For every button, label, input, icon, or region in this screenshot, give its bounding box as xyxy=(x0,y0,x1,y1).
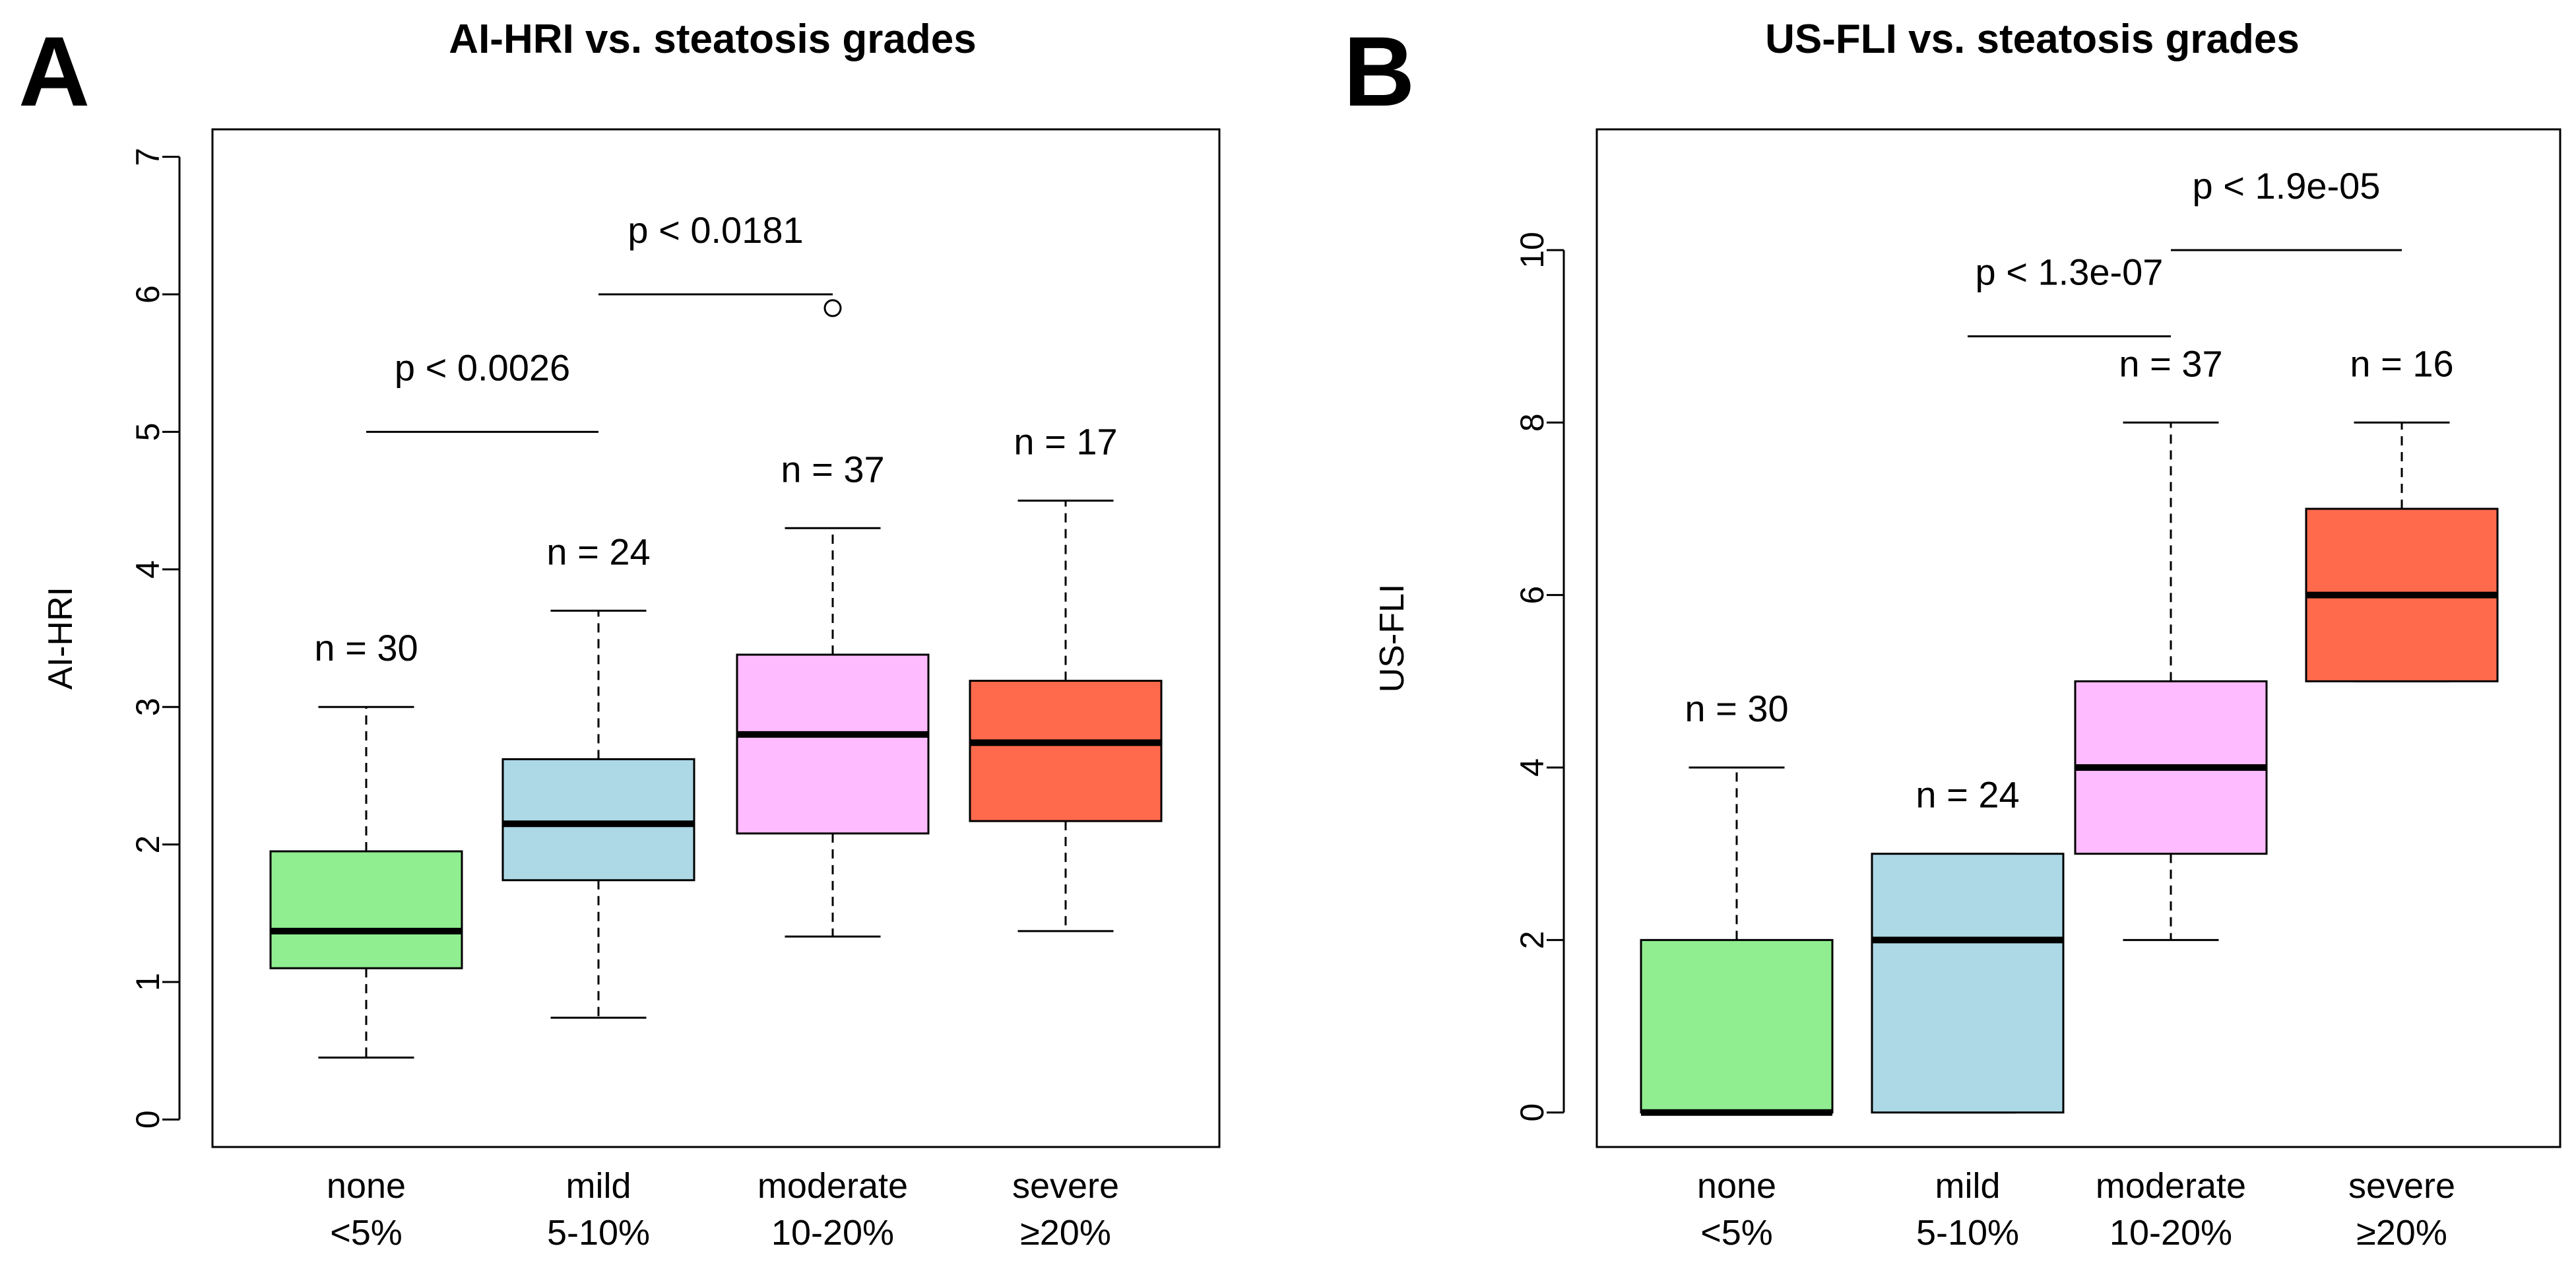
category-label: none xyxy=(1697,1166,1776,1206)
category-sublabel: ≥20% xyxy=(2356,1213,2447,1253)
chart-title: US-FLI vs. steatosis grades xyxy=(1765,16,2300,62)
outlier-point xyxy=(823,299,842,317)
box-plot-2: n = 37 xyxy=(736,299,930,938)
y-tick-label: 5 xyxy=(129,423,166,442)
category-label: moderate xyxy=(757,1166,908,1206)
y-tick-label: 4 xyxy=(1514,758,1551,777)
category-sublabel: <5% xyxy=(1700,1213,1773,1253)
y-tick-label: 10 xyxy=(1514,232,1551,269)
category-label: severe xyxy=(1012,1166,1119,1206)
sample-size-label: n = 30 xyxy=(1685,688,1788,729)
category-label: severe xyxy=(2348,1166,2455,1206)
category-label: moderate xyxy=(2096,1166,2246,1206)
category-sublabel: 5-10% xyxy=(547,1213,650,1253)
y-tick-label: 1 xyxy=(129,973,166,991)
y-tick-label: 6 xyxy=(1514,586,1551,605)
category-label: mild xyxy=(1935,1166,2000,1206)
box-plot-1: n = 24 xyxy=(1871,774,2065,1114)
y-tick-label: 0 xyxy=(129,1110,166,1129)
p-value-label: p < 1.9e-05 xyxy=(2193,165,2381,207)
sample-size-label: n = 30 xyxy=(314,627,418,669)
p-value-label: p < 0.0181 xyxy=(628,209,803,251)
box-iqr xyxy=(736,653,930,835)
sample-size-label: n = 24 xyxy=(1916,774,2019,816)
p-value-label: p < 0.0026 xyxy=(395,346,570,388)
sample-size-label: n = 37 xyxy=(2119,343,2222,384)
y-tick-label: 0 xyxy=(1514,1103,1551,1122)
category-sublabel: <5% xyxy=(330,1213,402,1253)
y-axis-label: AI-HRI xyxy=(42,587,80,690)
box-plot-0: n = 30 xyxy=(1640,688,1834,1116)
plot-frame xyxy=(211,128,1221,1148)
sample-size-label: n = 24 xyxy=(546,531,650,572)
y-tick-label: 2 xyxy=(129,835,166,854)
y-tick-label: 4 xyxy=(129,560,166,579)
category-sublabel: 10-20% xyxy=(771,1213,894,1253)
category-sublabel: 10-20% xyxy=(2109,1213,2232,1253)
box-iqr xyxy=(269,850,463,969)
category-label: mild xyxy=(565,1166,631,1206)
y-tick-label: 3 xyxy=(129,698,166,716)
panel-letter: A xyxy=(18,16,90,127)
sample-size-label: n = 37 xyxy=(781,448,884,490)
box-iqr xyxy=(1640,938,1834,1114)
y-tick-label: 2 xyxy=(1514,931,1551,949)
panel-letter: B xyxy=(1343,16,1415,127)
panel-b: B US-FLI vs. steatosis grades 0 2 4 6 8 10 US-FL… xyxy=(1343,16,2561,1253)
y-tick-label: 8 xyxy=(1514,413,1551,432)
y-tick-label: 7 xyxy=(129,148,166,166)
box-plot-0: n = 30 xyxy=(269,627,463,1059)
box-iqr xyxy=(969,680,1163,822)
box-plot-1: n = 24 xyxy=(501,531,695,1019)
box-iqr xyxy=(1871,853,2065,1114)
box-plot-3: n = 17 xyxy=(969,421,1163,933)
sample-size-label: n = 17 xyxy=(1014,421,1117,463)
category-label: none xyxy=(327,1166,406,1206)
p-value-label: p < 1.3e-07 xyxy=(1976,251,2164,293)
box-plot-2: n = 37 xyxy=(2074,343,2268,941)
category-sublabel: ≥20% xyxy=(1020,1213,1111,1253)
plot-frame xyxy=(1595,128,2561,1148)
chart-title: AI-HRI vs. steatosis grades xyxy=(449,16,976,62)
sample-size-label: n = 16 xyxy=(2350,343,2453,384)
panel-a: A AI-HRI vs. steatosis grades 0 1 2 3 4 5 6 7 AI-H… xyxy=(18,16,1221,1253)
y-tick-label: 6 xyxy=(129,285,166,304)
box-plot-3: n = 16 xyxy=(2305,343,2499,682)
y-axis-label: US-FLI xyxy=(1373,584,1411,693)
box-iqr xyxy=(501,758,695,882)
category-sublabel: 5-10% xyxy=(1916,1213,2019,1253)
